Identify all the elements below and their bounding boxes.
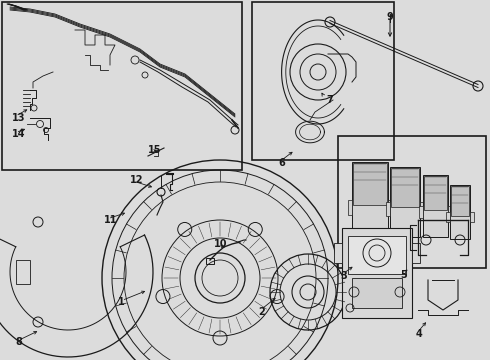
Bar <box>348 236 406 274</box>
Text: 14: 14 <box>12 129 25 139</box>
Text: 10: 10 <box>214 239 227 249</box>
Bar <box>419 206 423 218</box>
Bar <box>386 202 390 216</box>
Bar <box>412 243 420 263</box>
Bar <box>352 162 388 238</box>
Bar <box>391 168 419 207</box>
Bar <box>16 260 30 284</box>
Bar <box>420 202 424 216</box>
Text: 15: 15 <box>148 145 162 155</box>
Text: 2: 2 <box>258 307 265 317</box>
Bar <box>334 243 342 263</box>
Bar <box>342 228 412 318</box>
Bar <box>353 163 387 205</box>
Text: 8: 8 <box>15 337 22 347</box>
Bar <box>338 136 486 268</box>
Bar <box>206 258 214 264</box>
Text: 6: 6 <box>278 158 285 168</box>
Bar <box>448 206 452 218</box>
Text: 7: 7 <box>326 95 333 105</box>
Text: 9: 9 <box>387 12 393 22</box>
Bar <box>446 212 450 222</box>
Bar <box>423 175 448 237</box>
Text: 13: 13 <box>12 113 25 123</box>
Bar <box>450 185 470 239</box>
Bar <box>348 200 352 215</box>
Bar <box>388 200 392 215</box>
Text: 12: 12 <box>130 175 144 185</box>
Text: 4: 4 <box>416 329 423 339</box>
Text: 1: 1 <box>118 297 125 307</box>
Text: 5: 5 <box>400 270 407 280</box>
Bar <box>390 167 420 237</box>
Text: 11: 11 <box>104 215 118 225</box>
Bar <box>2 2 242 170</box>
Text: 3: 3 <box>340 271 347 281</box>
Bar <box>451 186 469 216</box>
Bar <box>352 278 402 308</box>
Bar <box>424 176 447 210</box>
Bar <box>252 2 394 160</box>
Bar <box>470 212 474 222</box>
